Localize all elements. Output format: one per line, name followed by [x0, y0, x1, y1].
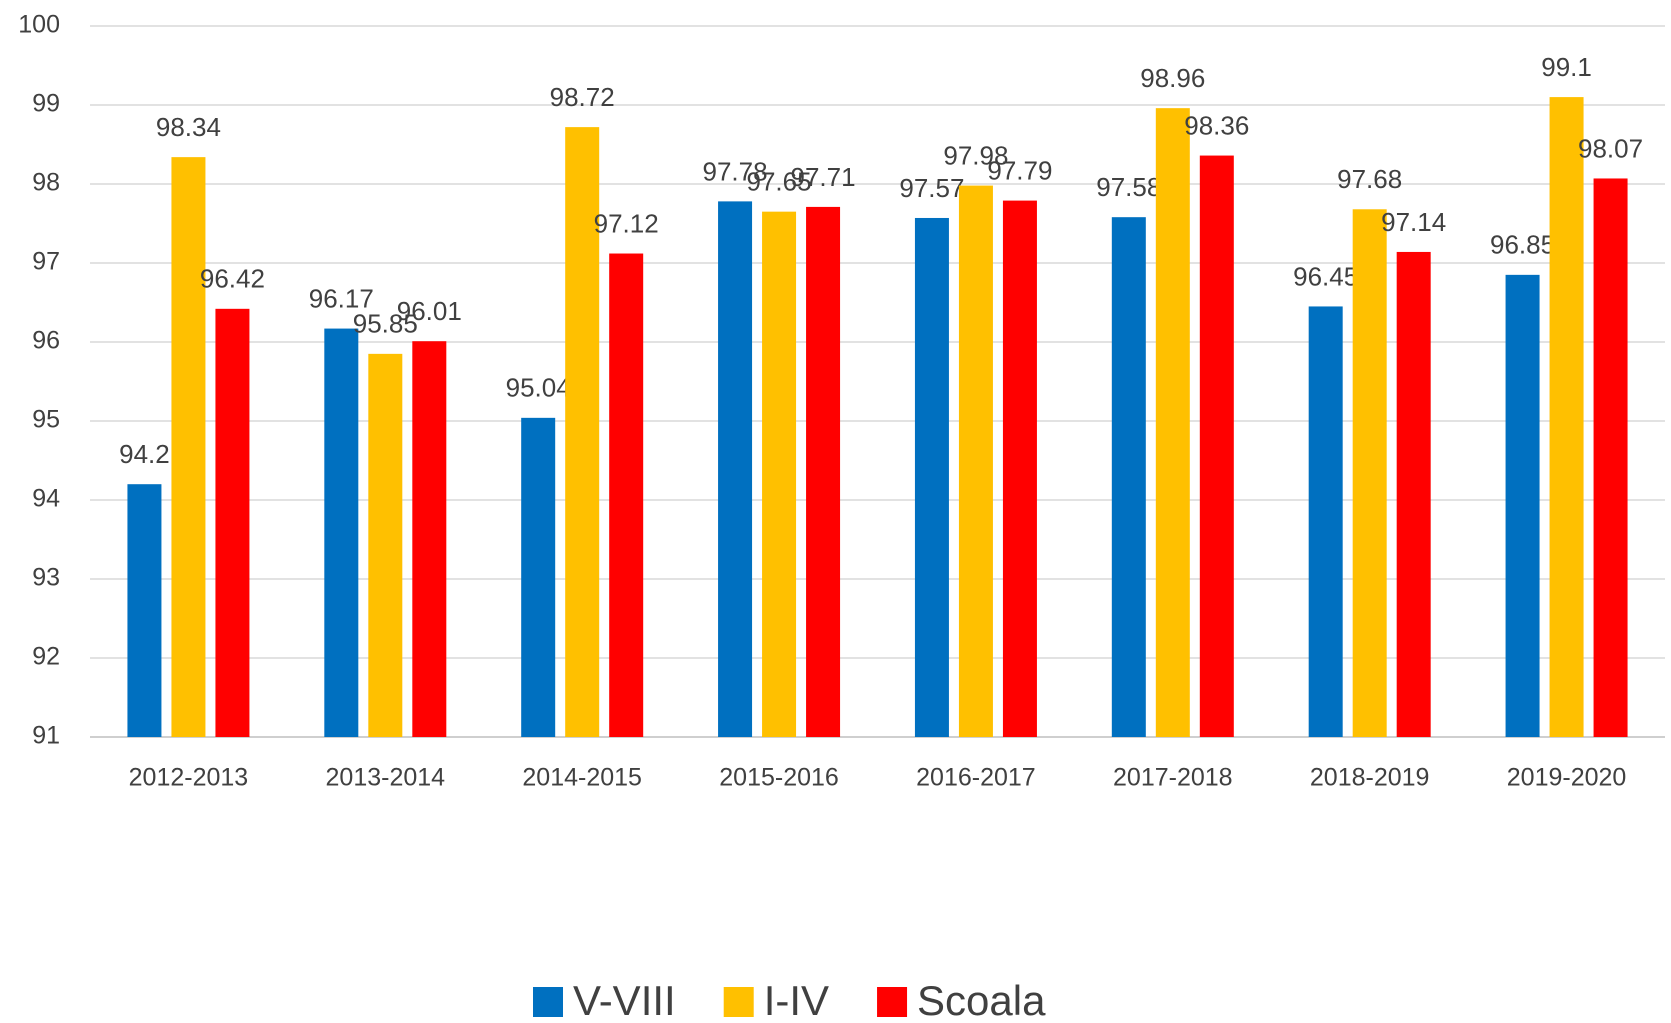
x-tick-label: 2019-2020 — [1507, 764, 1627, 792]
y-tick-label: 94 — [32, 485, 60, 513]
x-tick-label: 2017-2018 — [1113, 764, 1233, 792]
bar — [718, 201, 753, 737]
y-tick-label: 99 — [32, 90, 60, 118]
bar — [914, 217, 949, 738]
bar — [1505, 274, 1540, 737]
bar — [1308, 306, 1343, 737]
data-label: 94.2 — [119, 439, 170, 469]
bar — [1549, 97, 1584, 738]
bar — [521, 417, 556, 737]
data-label: 96.45 — [1293, 261, 1358, 291]
bar — [1396, 251, 1431, 737]
x-tick-label: 2016-2017 — [916, 764, 1036, 792]
data-label: 96.85 — [1490, 230, 1555, 260]
bar — [1352, 209, 1387, 737]
bar — [958, 185, 993, 737]
bar — [127, 484, 162, 737]
x-tick-label: 2018-2019 — [1310, 764, 1430, 792]
data-label: 99.1 — [1541, 52, 1592, 82]
data-label: 97.14 — [1381, 207, 1446, 237]
bar — [1593, 178, 1628, 738]
legend-label: V-VIII — [573, 977, 676, 1023]
y-tick-label: 91 — [32, 722, 60, 750]
data-label: 95.04 — [506, 373, 571, 403]
data-label: 96.17 — [309, 283, 374, 313]
y-tick-label: 95 — [32, 406, 60, 434]
bar — [1002, 200, 1037, 738]
data-label: 98.72 — [550, 82, 615, 112]
bar — [368, 353, 403, 737]
x-tick-label: 2013-2014 — [326, 764, 446, 792]
data-label: 97.58 — [1096, 172, 1161, 202]
bar — [609, 253, 644, 737]
y-tick-label: 100 — [18, 11, 60, 39]
bar — [324, 328, 359, 737]
y-tick-label: 97 — [32, 248, 60, 276]
bar — [171, 157, 206, 737]
data-label: 98.96 — [1140, 63, 1205, 93]
data-label: 97.57 — [899, 173, 964, 203]
bar — [1111, 217, 1146, 737]
x-tick-label: 2012-2013 — [129, 764, 249, 792]
data-label: 97.12 — [594, 208, 659, 238]
data-label: 95.85 — [353, 309, 418, 339]
bar — [806, 206, 841, 737]
legend-swatch — [723, 987, 754, 1017]
x-tick-label: 2015-2016 — [719, 764, 839, 792]
data-label: 97.98 — [943, 140, 1008, 170]
bar — [215, 308, 250, 737]
data-label: 97.71 — [791, 162, 856, 192]
y-tick-label: 96 — [32, 327, 60, 355]
bar — [762, 211, 797, 737]
x-tick-label: 2014-2015 — [522, 764, 642, 792]
legend-label: I-IV — [764, 977, 829, 1023]
data-label: 96.42 — [200, 264, 265, 294]
legend-swatch — [533, 987, 563, 1017]
data-label: 97.79 — [987, 155, 1052, 185]
data-label: 97.65 — [747, 167, 812, 197]
legend-label: Scoala — [917, 977, 1046, 1023]
data-label: 96.01 — [397, 296, 462, 326]
y-tick-label: 93 — [32, 564, 60, 592]
bar — [565, 127, 600, 738]
data-label: 97.78 — [703, 156, 768, 186]
data-label: 97.68 — [1337, 164, 1402, 194]
bar — [1155, 108, 1190, 737]
data-label: 98.07 — [1578, 133, 1643, 163]
y-tick-label: 92 — [32, 643, 60, 671]
legend-swatch — [877, 987, 908, 1017]
bar — [1199, 155, 1234, 737]
bar — [412, 341, 447, 737]
data-label: 98.34 — [156, 112, 221, 142]
data-label: 98.36 — [1184, 110, 1249, 140]
y-tick-label: 98 — [32, 169, 60, 197]
